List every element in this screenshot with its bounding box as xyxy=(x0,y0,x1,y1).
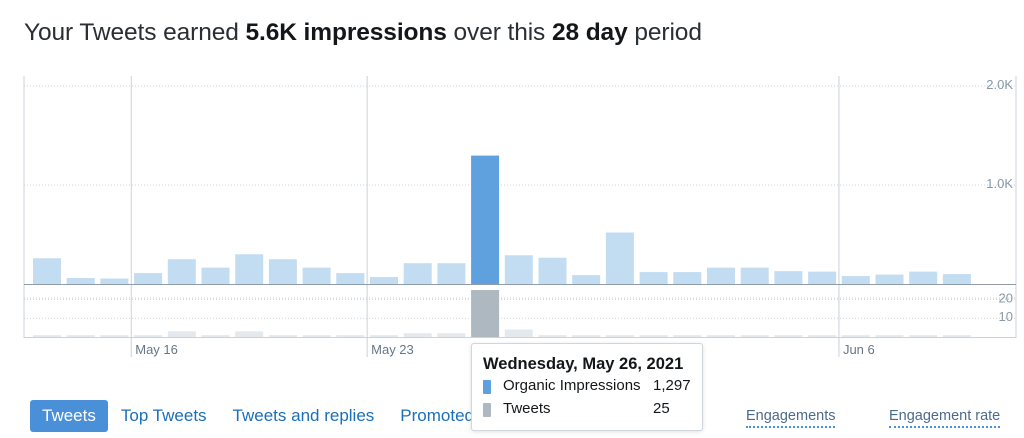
x-tick-label: May 16 xyxy=(135,342,178,357)
impressions-bar xyxy=(302,267,331,284)
impressions-bar xyxy=(268,259,297,284)
tweets-bar xyxy=(707,335,735,337)
impressions-bar xyxy=(403,263,432,284)
impressions-bar xyxy=(673,272,702,284)
impressions-bar xyxy=(336,273,365,284)
impressions-bar xyxy=(808,271,837,284)
impressions-bar xyxy=(875,274,904,284)
impressions-bar xyxy=(774,271,803,284)
tweets-bar xyxy=(740,335,769,337)
impressions-bar xyxy=(707,267,735,284)
tweets-bar xyxy=(100,335,129,337)
engagements-link[interactable]: Engagements xyxy=(746,408,836,428)
tweets-bar xyxy=(673,335,702,337)
tooltip-label: Organic Impressions xyxy=(503,377,641,394)
tweets-bar xyxy=(841,335,870,337)
tweets-bar xyxy=(875,335,904,337)
tweets-bar xyxy=(134,335,163,337)
engagement-rate-link[interactable]: Engagement rate xyxy=(889,408,1001,428)
tooltip-title: Wednesday, May 26, 2021 xyxy=(483,355,684,373)
impressions-bar xyxy=(66,278,95,284)
impressions-bar xyxy=(942,274,971,284)
chart-tooltip: Wednesday, May 26, 2021 Organic Impressi… xyxy=(471,343,703,431)
impressions-bar xyxy=(134,273,163,284)
impressions-bar xyxy=(100,278,129,284)
tooltip-value: 25 xyxy=(653,400,670,417)
tweets-bar xyxy=(167,331,196,337)
top-axis-tick-label: 1.0K xyxy=(986,176,1013,191)
headline-suffix: period xyxy=(634,19,702,46)
tweets-bar xyxy=(942,335,971,337)
tweets-swatch xyxy=(483,403,491,417)
tweets-bar xyxy=(605,335,634,337)
tweets-bar xyxy=(336,335,365,337)
tweets-bar xyxy=(33,335,61,337)
impressions-bar xyxy=(572,275,601,284)
x-tick-label: May 23 xyxy=(371,342,414,357)
headline-middle: over this xyxy=(453,19,546,46)
tweets-bar xyxy=(808,335,837,337)
x-tick-label: Jun 6 xyxy=(843,342,875,357)
tab-promoted[interactable]: Promoted xyxy=(400,406,474,425)
tweets-bar xyxy=(639,335,668,337)
impressions-bar xyxy=(740,267,769,284)
headline-prefix: Your Tweets earned xyxy=(24,19,239,46)
tooltip-label: Tweets xyxy=(503,400,551,417)
impressions-bar xyxy=(33,258,61,284)
page-title: Your Tweets earned 5.6K impressions over… xyxy=(24,19,702,47)
impressions-bar xyxy=(639,272,668,284)
tweets-bar xyxy=(201,335,230,337)
tooltip-row-impressions: Organic Impressions 1,297 xyxy=(483,377,693,397)
tweets-bar xyxy=(370,335,398,337)
tweets-bar xyxy=(471,290,500,337)
impressions-bar xyxy=(235,254,264,284)
tweets-bar xyxy=(403,333,432,337)
bottom-axis-tick-label: 20 xyxy=(999,290,1013,305)
top-axis-tick-label: 2.0K xyxy=(986,77,1013,92)
headline-period: 28 day xyxy=(551,19,628,46)
impressions-bar xyxy=(909,271,938,284)
tweets-bar xyxy=(909,335,938,337)
tweets-bar xyxy=(538,335,567,337)
impressions-bar xyxy=(471,155,500,284)
impressions-bar xyxy=(437,263,466,284)
impressions-bar xyxy=(201,267,230,284)
tweets-bar xyxy=(268,335,297,337)
tweets-bar xyxy=(66,335,95,337)
impressions-bar xyxy=(538,257,567,284)
impressions-swatch xyxy=(483,380,491,394)
impressions-bar xyxy=(605,232,634,284)
impressions-bar xyxy=(504,255,533,284)
tweet-tabs: Tweets Top Tweets Tweets and replies Pro… xyxy=(30,400,500,432)
tweets-bar xyxy=(774,335,803,337)
impressions-bar xyxy=(370,277,398,284)
tweets-bar xyxy=(235,331,264,337)
tab-tweets[interactable]: Tweets xyxy=(30,400,108,432)
tab-top-tweets[interactable]: Top Tweets xyxy=(120,406,207,425)
tweets-bar xyxy=(572,335,601,337)
headline-impressions: 5.6K impressions xyxy=(245,19,447,46)
tweets-bar xyxy=(302,335,331,337)
tweets-bar xyxy=(437,333,466,337)
tab-tweets-and-replies[interactable]: Tweets and replies xyxy=(232,406,375,425)
bottom-axis-tick-label: 10 xyxy=(999,309,1013,324)
tooltip-value: 1,297 xyxy=(653,377,691,394)
tweets-bar xyxy=(504,329,533,337)
impressions-bar xyxy=(167,259,196,284)
tooltip-row-tweets: Tweets 25 xyxy=(483,400,693,420)
impressions-bar xyxy=(841,276,870,284)
